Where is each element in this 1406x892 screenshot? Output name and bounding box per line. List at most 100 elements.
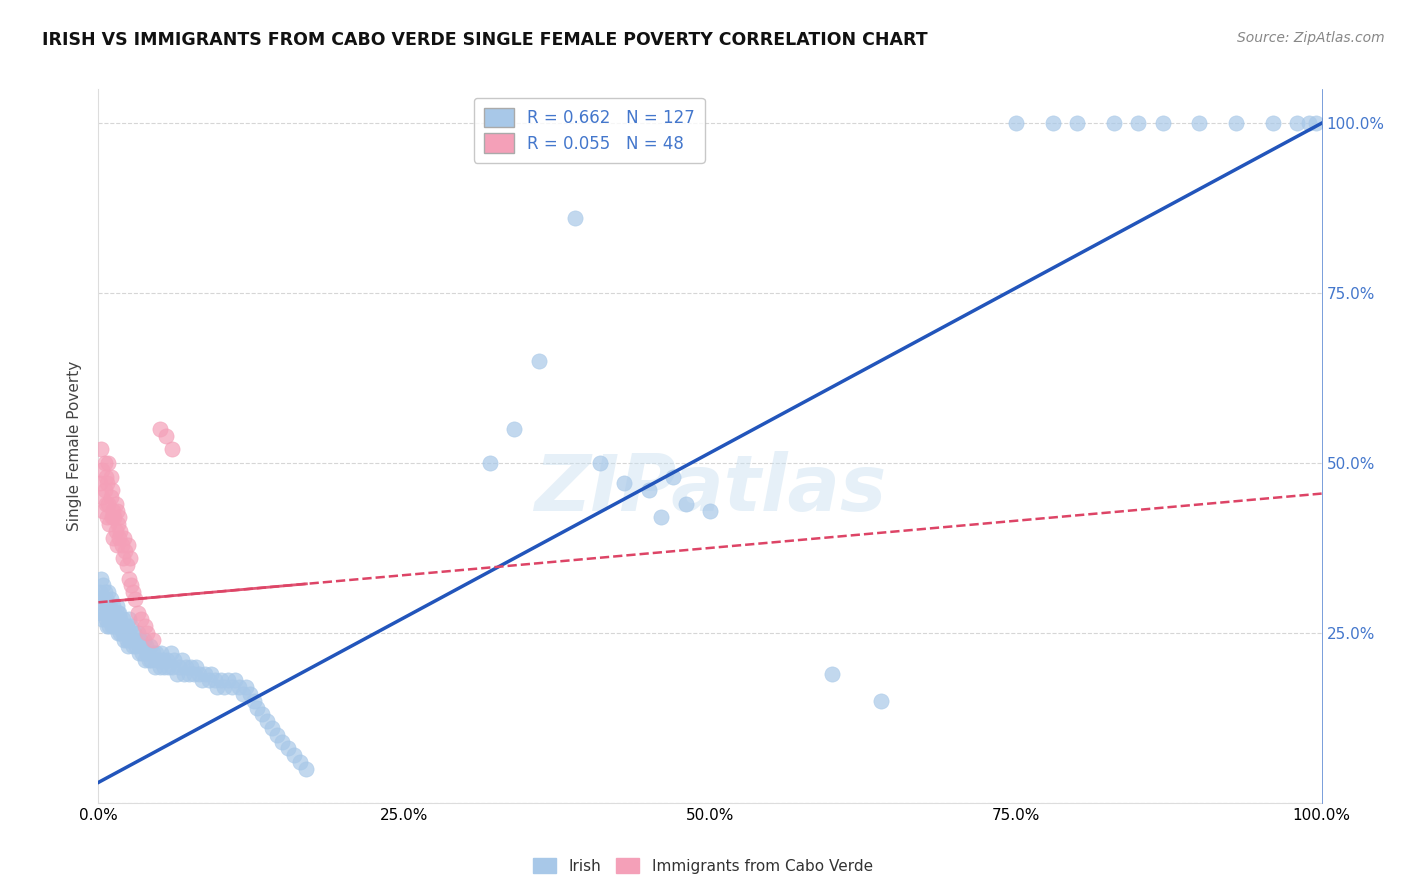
Point xyxy=(134,619,156,633)
Point xyxy=(118,626,141,640)
Point xyxy=(142,632,165,647)
Point xyxy=(662,469,685,483)
Point xyxy=(89,585,111,599)
Point xyxy=(122,626,145,640)
Point xyxy=(235,680,257,694)
Point xyxy=(149,646,172,660)
Point xyxy=(1102,116,1125,130)
Point xyxy=(118,572,141,586)
Text: Source: ZipAtlas.com: Source: ZipAtlas.com xyxy=(1237,31,1385,45)
Point xyxy=(115,632,138,647)
Point xyxy=(191,673,214,688)
Point xyxy=(176,660,198,674)
Y-axis label: Single Female Poverty: Single Female Poverty xyxy=(67,361,83,531)
Legend: R = 0.662   N = 127, R = 0.055   N = 48: R = 0.662 N = 127, R = 0.055 N = 48 xyxy=(474,97,704,162)
Point xyxy=(127,606,149,620)
Point xyxy=(110,612,132,626)
Point xyxy=(111,626,134,640)
Point xyxy=(163,653,186,667)
Point xyxy=(129,632,152,647)
Point xyxy=(650,510,672,524)
Point xyxy=(89,476,111,491)
Point xyxy=(91,578,114,592)
Point xyxy=(283,748,305,763)
Point xyxy=(228,680,250,694)
Point xyxy=(142,646,165,660)
Point xyxy=(100,612,122,626)
Point xyxy=(139,640,162,654)
Point xyxy=(105,599,128,613)
Point xyxy=(103,510,125,524)
Point xyxy=(93,606,115,620)
Point xyxy=(262,721,284,735)
Point xyxy=(104,612,127,626)
Point xyxy=(110,524,132,538)
Point xyxy=(138,653,160,667)
Point xyxy=(145,646,167,660)
Point xyxy=(108,510,131,524)
Point xyxy=(1286,116,1309,130)
Point xyxy=(98,517,121,532)
Point xyxy=(1298,116,1320,130)
Point xyxy=(186,660,208,674)
Point xyxy=(153,660,176,674)
Point xyxy=(170,653,193,667)
Point xyxy=(246,700,269,714)
Point xyxy=(187,666,209,681)
Point xyxy=(149,660,172,674)
Point xyxy=(98,599,121,613)
Point xyxy=(266,728,288,742)
Point xyxy=(112,632,135,647)
Point xyxy=(120,578,142,592)
Point xyxy=(478,456,501,470)
Point xyxy=(675,497,697,511)
Point xyxy=(97,497,120,511)
Point xyxy=(94,591,117,606)
Point xyxy=(146,653,169,667)
Point xyxy=(94,469,117,483)
Point xyxy=(93,456,115,470)
Point xyxy=(1261,116,1284,130)
Point xyxy=(105,619,128,633)
Point xyxy=(120,551,142,566)
Point xyxy=(503,422,526,436)
Point xyxy=(128,646,150,660)
Point xyxy=(242,694,264,708)
Point xyxy=(108,619,131,633)
Point xyxy=(118,612,141,626)
Point xyxy=(125,640,148,654)
Point xyxy=(256,714,278,729)
Point xyxy=(107,517,129,532)
Point xyxy=(232,687,254,701)
Point xyxy=(90,442,112,457)
Point xyxy=(94,497,117,511)
Point xyxy=(290,755,312,769)
Point xyxy=(114,544,136,558)
Point xyxy=(91,463,114,477)
Point xyxy=(1152,116,1174,130)
Point xyxy=(91,503,114,517)
Point xyxy=(135,640,157,654)
Point xyxy=(104,497,127,511)
Point xyxy=(97,606,120,620)
Point xyxy=(93,483,115,498)
Text: IRISH VS IMMIGRANTS FROM CABO VERDE SINGLE FEMALE POVERTY CORRELATION CHART: IRISH VS IMMIGRANTS FROM CABO VERDE SING… xyxy=(42,31,928,49)
Point xyxy=(143,660,166,674)
Point xyxy=(124,591,146,606)
Point xyxy=(115,558,138,572)
Point xyxy=(1305,116,1327,130)
Point xyxy=(107,626,129,640)
Point xyxy=(111,612,134,626)
Point xyxy=(295,762,318,776)
Point xyxy=(103,606,125,620)
Point xyxy=(111,537,134,551)
Point xyxy=(613,476,636,491)
Point xyxy=(117,640,139,654)
Point xyxy=(101,483,124,498)
Point xyxy=(96,619,118,633)
Point xyxy=(139,653,162,667)
Point xyxy=(173,666,195,681)
Legend: Irish, Immigrants from Cabo Verde: Irish, Immigrants from Cabo Verde xyxy=(527,852,879,880)
Point xyxy=(638,483,661,498)
Point xyxy=(197,673,219,688)
